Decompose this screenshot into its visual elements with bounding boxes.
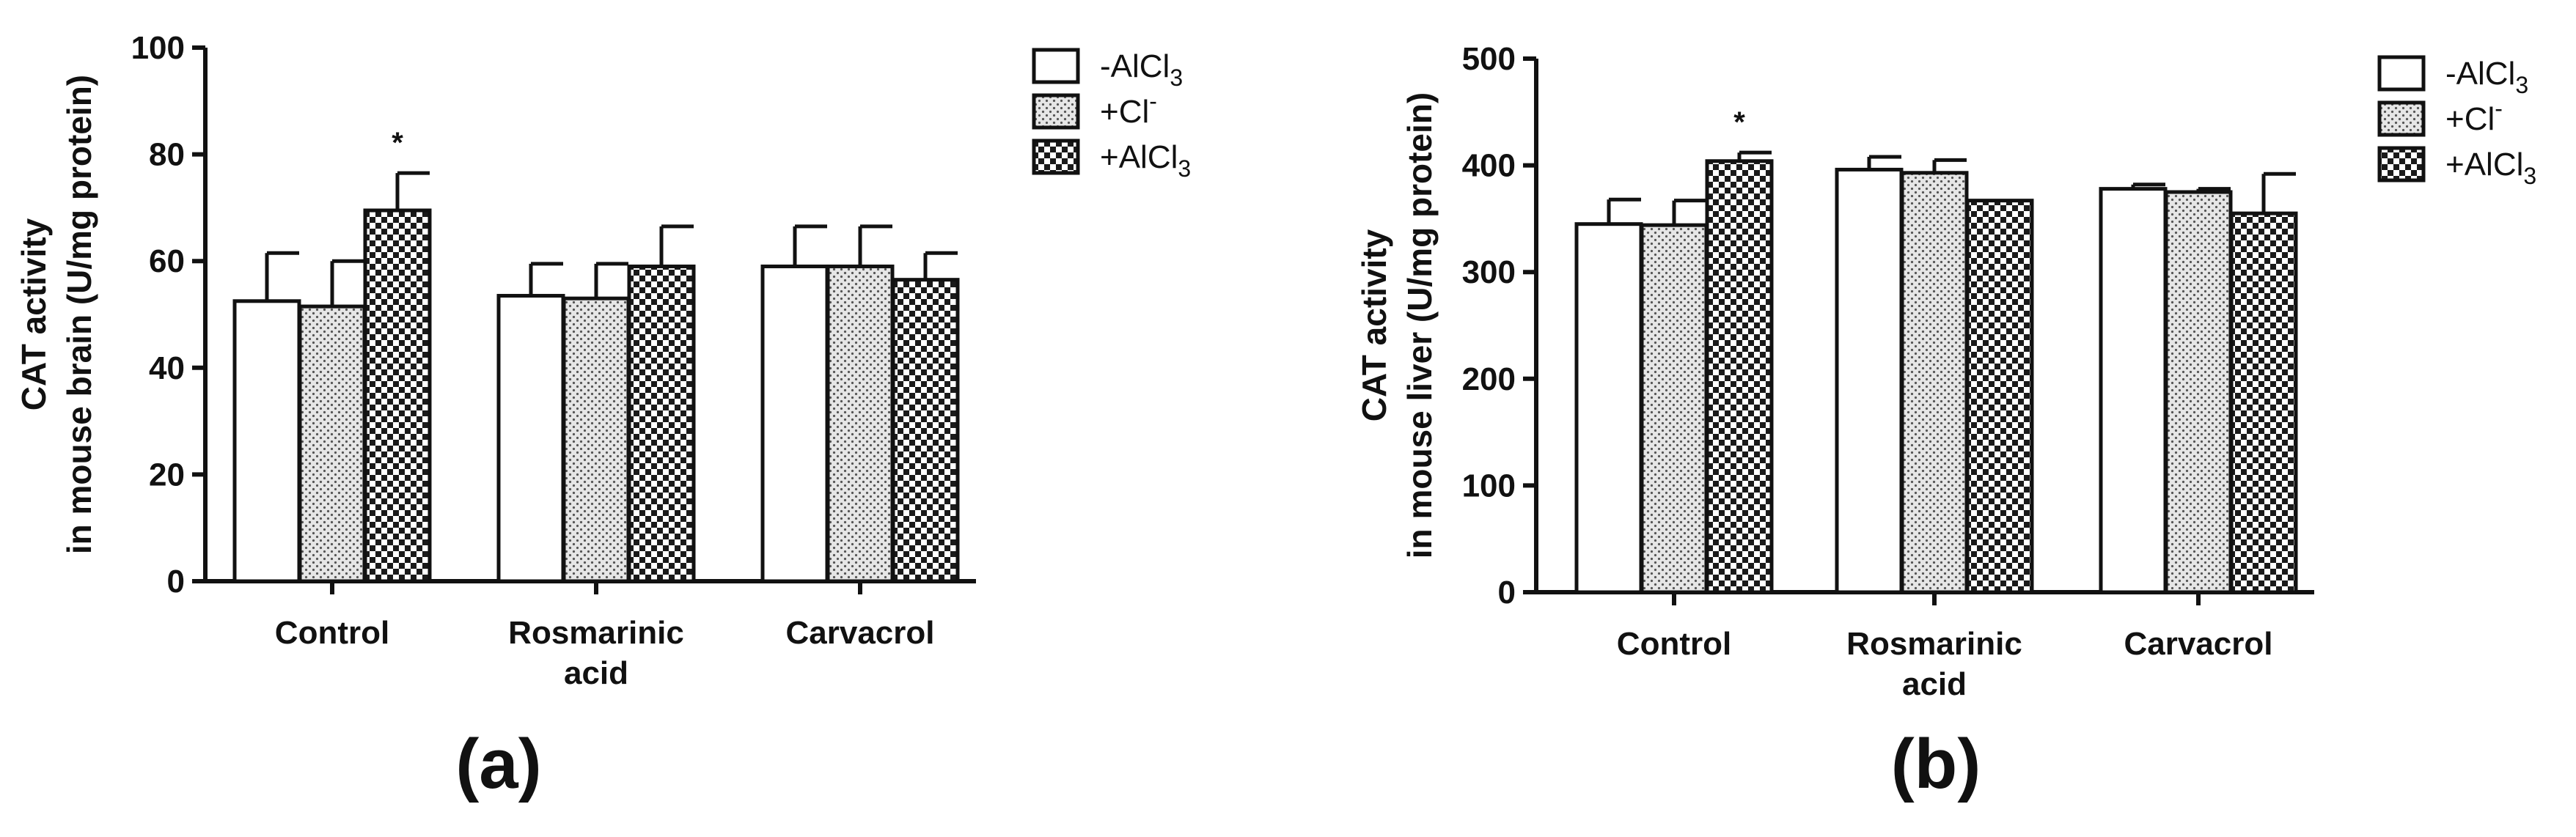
legend-label: +AlCl3 [1100,139,1191,182]
y-tick-label: 20 [149,457,185,493]
legend-swatch [1032,93,1080,130]
legend-label: +Cl- [2445,95,2503,137]
category-label: Carvacrol [2124,626,2272,662]
bar [2099,187,2168,594]
panel-label: (b) [1891,725,1981,803]
legend-label: -AlCl3 [2445,56,2528,98]
y-tick-label: 400 [1462,148,1516,184]
bar [1965,199,2034,594]
bar [1705,159,1774,594]
bar [1574,222,1643,594]
y-tick-label: 500 [1462,41,1516,77]
chart-panel-b: 0 100 200 300 400 500 Control Rosmarinic acid Car… [1355,41,2536,803]
bar [826,264,895,583]
y-tick-label: 300 [1462,254,1516,290]
y-axis-label: CAT activity [1355,229,1393,421]
bar [232,299,301,583]
y-axis-label: in mouse liver (U/mg protein) [1401,92,1439,558]
y-tick-label: 0 [167,564,185,600]
y-tick-label: 200 [1462,361,1516,397]
bar [760,264,829,583]
legend-swatch [1032,48,1080,84]
category-label: acid [564,655,628,691]
y-tick-label: 100 [1462,468,1516,504]
bar [1835,167,1904,594]
category-label: Rosmarinic [1846,626,2022,662]
category-label: Carvacrol [785,615,934,651]
chart-panel-a: 0 20 40 60 80 100 Control Rosmarinic acid Carvacr… [15,30,1191,803]
bar [2229,211,2298,594]
bar [2164,190,2233,594]
legend-label: +Cl- [1100,88,1157,130]
y-axis-label: in mouse brain (U/mg protein) [60,75,98,554]
significance-marker: * [392,127,403,159]
significance-marker: * [1733,106,1745,139]
legend-swatch [2377,100,2426,137]
y-tick-label: 80 [149,137,185,173]
bar [891,278,960,583]
bar [496,294,565,583]
legend-swatch [2377,146,2426,182]
legend-swatch [1032,139,1080,175]
y-tick-label: 60 [149,243,185,279]
bar [1640,223,1709,594]
bar [363,208,432,583]
legend-label: +AlCl3 [2445,147,2536,189]
bar [562,296,631,583]
category-label: Control [1617,626,1731,662]
legend-swatch [2377,55,2426,92]
bar [1900,171,1969,594]
y-tick-label: 40 [149,350,185,386]
y-tick-label: 100 [131,30,185,66]
panel-label: (a) [455,725,541,803]
y-tick-label: 0 [1498,575,1516,611]
legend-label: -AlCl3 [1100,48,1183,91]
category-label: acid [1902,666,1967,702]
y-axis-label: CAT activity [15,218,53,410]
category-label: Rosmarinic [508,615,684,651]
bar [627,264,696,583]
bar [298,304,367,583]
category-label: Control [275,615,389,651]
